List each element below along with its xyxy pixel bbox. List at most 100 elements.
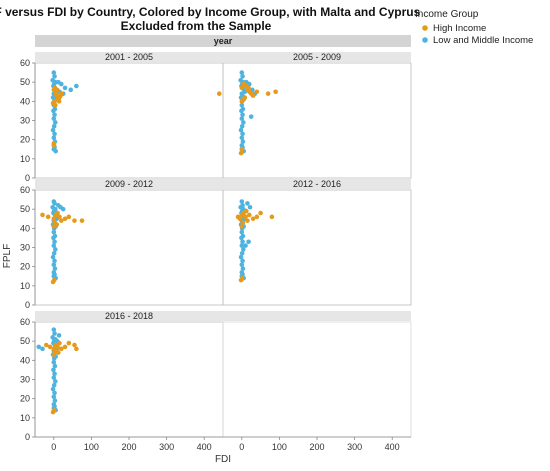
point-low-middle-income [51,116,57,121]
y-tick-label: 60 [20,58,30,68]
point-high-income [254,214,260,220]
point-low-middle-income [247,81,252,87]
point-low-middle-income [52,239,57,245]
point-high-income [239,85,245,91]
y-tick-label: 60 [20,317,30,327]
point-low-middle-income [241,247,246,252]
point-high-income [54,87,60,93]
point-low-middle-income [239,262,245,268]
point-high-income [55,344,60,350]
x-tick-label: 100 [84,442,99,452]
point-low-middle-income [51,327,57,332]
legend-title: Income Group [415,9,479,20]
y-tick-label: 10 [20,281,30,291]
point-high-income [216,91,222,96]
y-tick-label: 50 [20,204,30,214]
point-low-middle-income [52,266,58,271]
point-low-middle-income [51,375,57,380]
point-low-middle-income [51,123,57,129]
point-high-income [254,89,260,95]
point-high-income [79,218,85,223]
y-tick-label: 20 [20,262,30,272]
panel-frame-empty [222,321,412,438]
point-low-middle-income [52,201,57,206]
point-low-middle-income [52,371,57,377]
point-high-income [239,146,245,152]
point-high-income [265,91,271,96]
point-low-middle-income [52,390,57,396]
x-tick-label: 0 [51,442,56,452]
point-high-income [62,344,68,350]
point-high-income [250,93,256,98]
point-low-middle-income [240,239,245,245]
point-low-middle-income [51,70,57,75]
x-tick-label: 400 [197,442,212,452]
panel-frame [34,321,224,438]
x-tick-label: 100 [272,442,287,452]
panel-strip [35,52,223,62]
point-low-middle-income [248,114,254,119]
point-low-middle-income [51,356,57,361]
panel-strip [35,179,223,189]
panel-strip [223,52,411,62]
point-high-income [72,342,77,348]
point-low-middle-income [68,87,74,93]
legend-swatch [422,25,428,31]
point-low-middle-income [239,70,245,75]
point-high-income [47,344,53,350]
point-low-middle-income [52,74,57,79]
point-low-middle-income [240,74,245,79]
point-high-income [51,352,57,357]
panel-frame [222,62,412,179]
point-high-income [250,216,256,222]
x-tick-label: 200 [121,442,136,452]
panel-label: 2009 - 2012 [105,179,153,189]
x-tick-label: 0 [239,442,244,452]
point-high-income [59,91,64,96]
point-low-middle-income [40,346,45,352]
x-axis-label: FDI [215,454,231,465]
y-tick-label: 30 [20,243,30,253]
point-low-middle-income [51,382,57,388]
x-tick-label: 200 [309,442,324,452]
point-high-income [273,89,278,95]
point-high-income [243,214,248,220]
point-low-middle-income [62,85,68,91]
point-high-income [66,214,72,220]
point-high-income [246,85,251,91]
point-high-income [238,150,244,156]
point-low-middle-income [53,247,58,252]
panel-frame [222,189,412,306]
panel-label: 2012 - 2016 [293,179,341,189]
y-tick-label: 20 [20,394,30,404]
point-high-income [239,99,245,104]
chart-title-line: Excluded from the Sample [121,19,272,33]
y-tick-label: 10 [20,413,30,423]
point-low-middle-income [240,112,245,118]
point-high-income [50,279,56,285]
point-high-income [269,214,275,220]
point-high-income [244,208,249,214]
point-low-middle-income [50,127,56,133]
y-axis-label: FPLF [2,244,13,268]
chart-title-line: FPLF versus FDI by Country, Colored by I… [0,5,421,19]
point-low-middle-income [238,254,244,260]
legend-item-label: High Income [433,23,486,34]
y-tick-label: 10 [20,154,30,164]
point-high-income [74,346,79,352]
point-low-middle-income [59,81,64,87]
point-low-middle-income [53,379,58,384]
point-low-middle-income [50,386,56,392]
x-tick-label: 300 [159,442,174,452]
point-low-middle-income [51,262,57,268]
point-high-income [247,212,252,218]
point-high-income [72,218,77,223]
y-tick-label: 60 [20,185,30,195]
panel-frame [34,62,224,179]
point-high-income [56,350,61,355]
point-high-income [55,210,60,216]
point-low-middle-income [51,394,57,400]
point-high-income [43,342,49,348]
point-low-middle-income [52,398,58,403]
